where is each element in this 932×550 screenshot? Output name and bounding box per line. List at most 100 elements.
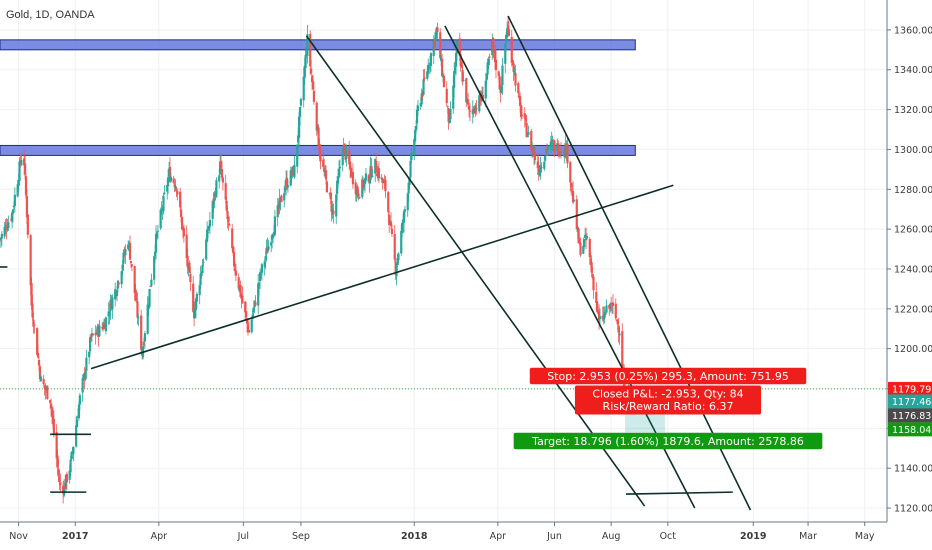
price-label: 1179.791 <box>892 384 932 395</box>
candle-body <box>185 234 188 259</box>
candle-body <box>304 55 307 69</box>
candle-body <box>239 284 242 297</box>
target-label-text: Target: 18.796 (1.60%) 1879.6, Amount: 2… <box>531 435 804 448</box>
candle-body <box>227 216 230 223</box>
candle-body <box>42 378 45 385</box>
candle-body <box>614 303 617 319</box>
candle-body <box>519 105 523 117</box>
candle-body <box>336 180 339 194</box>
candle-body <box>458 38 461 56</box>
candle-body <box>142 343 146 345</box>
candle-body <box>0 237 3 240</box>
candle-body <box>345 150 348 159</box>
candle-body <box>206 229 209 242</box>
candle-body <box>544 155 547 161</box>
candle-body <box>479 93 482 101</box>
candle-body <box>254 301 257 306</box>
candle-body <box>201 264 204 274</box>
candle-body <box>57 468 60 477</box>
price-tick-label: 1120.000 <box>894 504 932 515</box>
candle-body <box>297 135 300 143</box>
candle-body <box>68 470 71 480</box>
candle-body <box>559 151 563 153</box>
candle-body <box>492 38 495 50</box>
candle-body <box>88 337 92 352</box>
candle-body <box>150 279 153 286</box>
candle-body <box>215 180 218 197</box>
candle-body <box>155 232 159 237</box>
candle-body <box>415 109 419 124</box>
candle-body <box>258 272 262 282</box>
candle-body <box>454 53 458 67</box>
candle-body <box>422 79 425 95</box>
candle-body <box>501 65 504 86</box>
candlestick-series <box>0 17 630 504</box>
candle-body <box>200 271 203 276</box>
candle-body <box>362 181 366 188</box>
candle-body <box>208 220 212 227</box>
candle-body <box>224 183 227 200</box>
candle-body <box>39 376 42 382</box>
candle-body <box>401 222 404 234</box>
candle-body <box>179 191 182 208</box>
candle-body <box>523 113 526 119</box>
candle-body <box>507 29 511 36</box>
candle-body <box>286 185 290 188</box>
trendlines <box>0 15 887 511</box>
candle-body <box>135 298 138 301</box>
candle-body <box>137 317 140 319</box>
candle-body <box>389 221 393 226</box>
candle-body <box>246 324 250 333</box>
candle-body <box>602 314 605 320</box>
candle-body <box>91 333 94 336</box>
candle-body <box>46 385 49 399</box>
candle-body <box>467 99 470 105</box>
candle-body <box>571 189 574 191</box>
candle-body <box>156 230 159 232</box>
candle-body <box>558 151 562 155</box>
trendline-0 <box>90 184 674 370</box>
candle-body <box>579 243 582 255</box>
candle-body <box>189 273 192 282</box>
candle-body <box>69 459 72 473</box>
candle-body <box>296 144 299 167</box>
candle-body <box>510 36 513 63</box>
price-tick-label: 1220.000 <box>894 304 932 315</box>
candle-body <box>283 193 286 201</box>
candle-body <box>439 32 442 59</box>
candle-body <box>481 94 485 99</box>
candle-body <box>413 139 416 155</box>
candle-body <box>4 224 7 229</box>
candle-body <box>130 264 133 267</box>
candle-body <box>188 262 191 273</box>
candle-body <box>506 28 509 38</box>
candle-body <box>299 98 303 106</box>
candle-body <box>322 159 325 167</box>
candle-body <box>309 33 312 67</box>
time-tick-label: Jul <box>237 531 249 542</box>
candle-body <box>571 191 575 203</box>
candle-body <box>414 129 417 142</box>
candle-body <box>162 195 165 212</box>
candle-body <box>537 165 540 175</box>
price-label-bg <box>888 381 932 396</box>
candle-body <box>180 209 183 217</box>
candle-body <box>429 53 433 66</box>
candle-body <box>371 175 374 177</box>
candle-body <box>306 34 309 56</box>
candle-body <box>588 239 591 257</box>
candle-body <box>524 117 527 122</box>
time-axis-bg <box>0 522 932 550</box>
candle-body <box>56 455 59 467</box>
price-tick-label: 1320.000 <box>894 105 932 116</box>
candle-body <box>436 27 439 32</box>
candle-body <box>194 298 198 310</box>
candle-body <box>233 268 237 271</box>
candle-body <box>546 145 550 151</box>
candle-body <box>370 166 373 178</box>
candle-body <box>85 357 88 371</box>
candle-body <box>459 54 462 67</box>
chart-title: Gold, 1D, OANDA <box>6 9 95 21</box>
candle-body <box>55 432 58 459</box>
